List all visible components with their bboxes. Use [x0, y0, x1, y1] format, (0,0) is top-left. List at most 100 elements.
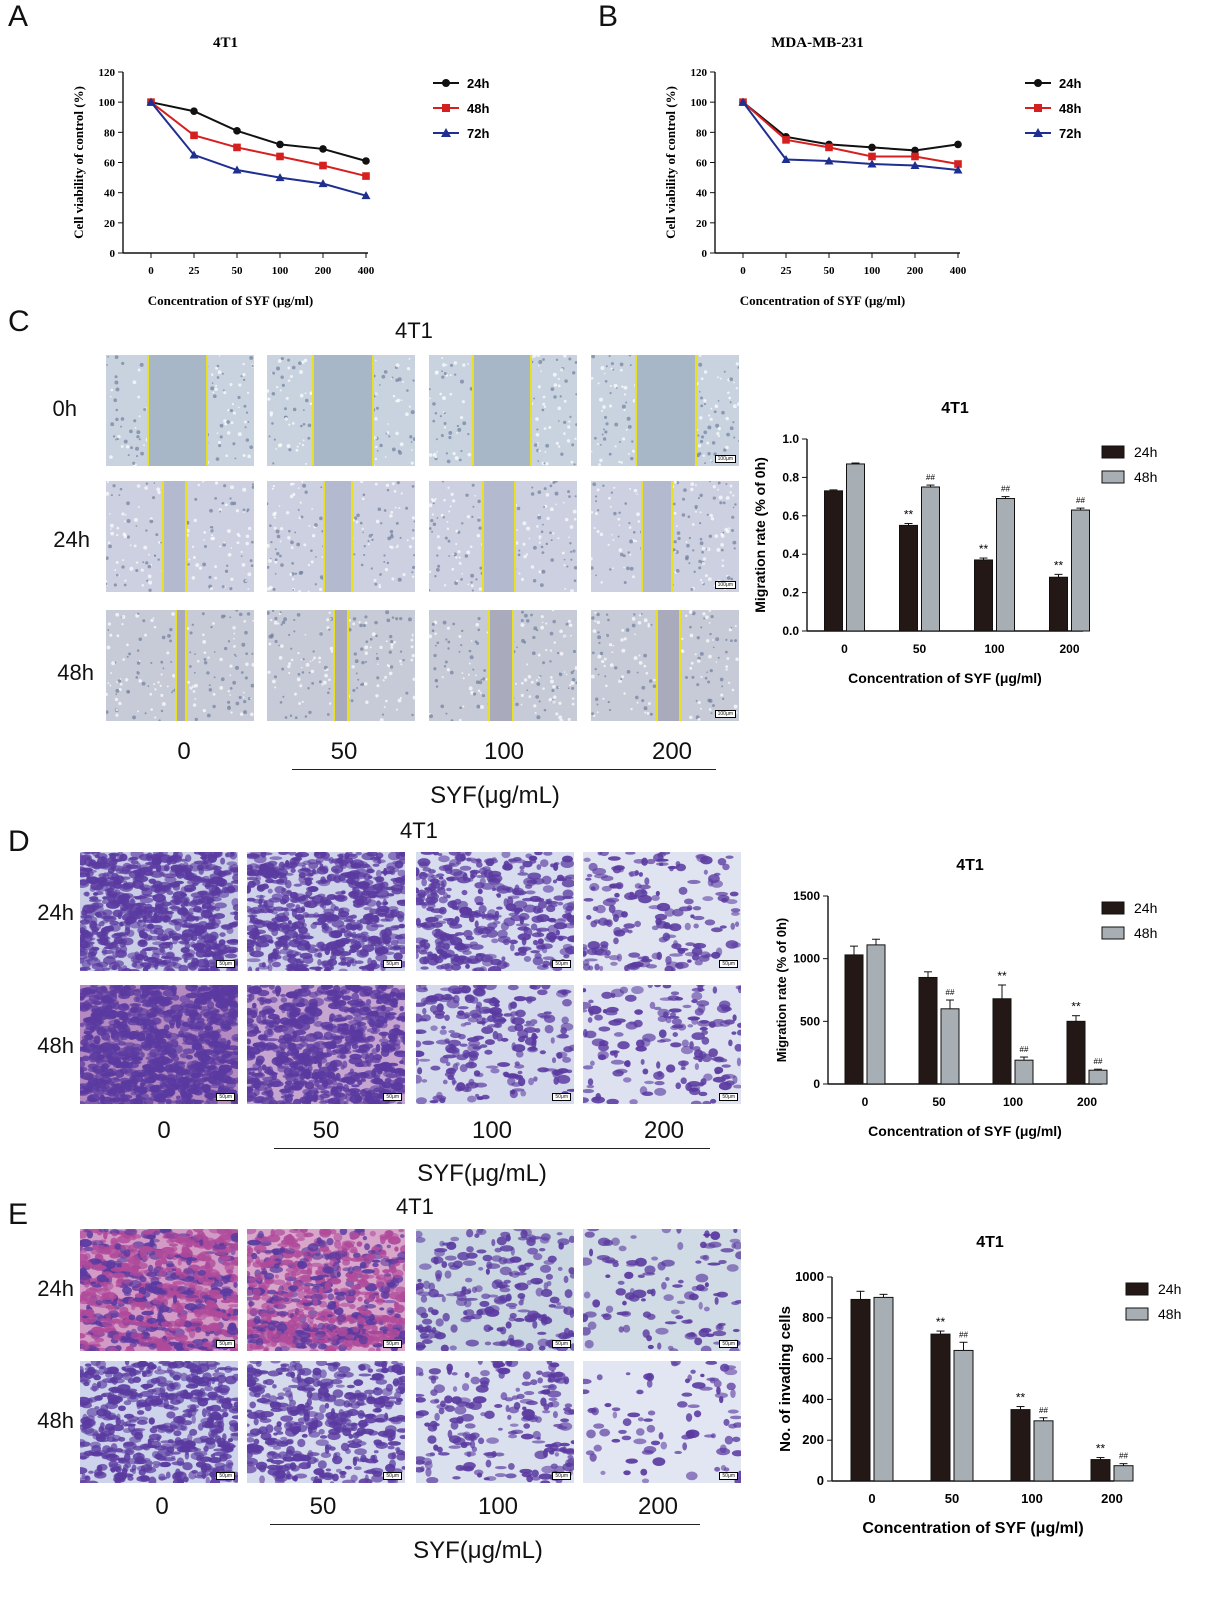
chart-e-sig-24h: **	[936, 1315, 946, 1329]
chart-a-point-72h	[146, 97, 156, 106]
chart-c-bar-24h	[1049, 576, 1068, 632]
invasion-image-48h-200: 50μm	[583, 1361, 741, 1483]
chart-a-xtick-label: 50	[232, 265, 244, 277]
scale-bar: 50μm	[719, 960, 738, 968]
chart-a-point-48h	[362, 172, 370, 180]
panel-e-conc-100: 100	[477, 1493, 519, 1520]
chart-c-ytick-label: 0.6	[782, 509, 799, 523]
chart-b-xtick-label: 200	[907, 265, 924, 277]
chart-b-point-24h	[911, 146, 919, 155]
chart-a-title: 4T1	[213, 35, 238, 51]
chart-d-ytick-label: 500	[800, 1014, 820, 1028]
panel-c-group-title: 4T1	[395, 318, 433, 343]
transwell-image-48h-100: 50μm	[416, 985, 574, 1104]
chart-b-xtick-label: 400	[950, 265, 967, 277]
chart-b-legend-label-72h: 72h	[1059, 126, 1081, 141]
scale-bar: 100μm	[714, 455, 736, 463]
chart-a-point-72h	[361, 191, 371, 200]
chart-b-xlabel: Concentration of SYF (μg/ml)	[740, 293, 905, 308]
scale-bar: 50μm	[216, 1093, 235, 1101]
chart-a-point-24h	[276, 140, 284, 149]
chart-b-ytick-label: 60	[696, 158, 708, 170]
chart-a-legend-marker-72h	[441, 128, 451, 137]
panel-d-conc-0: 0	[157, 1117, 171, 1144]
panel-d-group-title: 4T1	[400, 818, 438, 843]
chart-c-bar-48h	[846, 463, 865, 632]
panel-e-row-label-48h: 48h	[37, 1408, 74, 1433]
chart-a-point-72h	[232, 165, 242, 174]
scale-bar: 50μm	[216, 960, 235, 968]
chart-e-xtick-label: 200	[1101, 1491, 1123, 1506]
chart-c-bar-48h	[1071, 509, 1090, 632]
wound-image-24h-200: 100μm	[591, 481, 739, 592]
chart-e-ytick-label: 400	[802, 1391, 824, 1406]
chart-a-point-48h	[276, 152, 284, 161]
chart-b-ytick-label: 40	[696, 188, 708, 200]
chart-c-sig-24h: **	[1054, 558, 1064, 572]
invasion-image-24h-0: 50μm	[80, 1229, 238, 1351]
chart-a-series-line-24h	[150, 101, 367, 162]
chart-b-ylabel: Cell viability of control (%)	[663, 86, 678, 239]
chart-b-series-line-48h	[742, 101, 959, 165]
panel-label-c: C	[8, 305, 30, 338]
chart-c-xlabel: Concentration of SYF (μg/ml)	[848, 670, 1042, 686]
chart-b-viability-mda: MDA-MB-231 0 20 40 60 80 100 120 0 25 50 100 200 400 C…	[663, 35, 1081, 308]
chart-e-xtick-label: 50	[945, 1491, 959, 1506]
wound-image-0h-50	[267, 355, 415, 466]
chart-a-ytick-label: 80	[104, 127, 116, 139]
chart-b-point-72h	[953, 165, 963, 174]
chart-a-point-48h	[233, 143, 241, 152]
chart-a-ytick-label: 40	[104, 188, 116, 200]
chart-d-ytick-label: 1500	[793, 889, 820, 903]
chart-a-ytick-label: 0	[110, 248, 116, 260]
panel-c-conc-200: 200	[651, 738, 693, 765]
wound-image-24h-50	[267, 481, 415, 592]
chart-a-point-24h	[319, 145, 327, 153]
chart-c-migration-wound: 4T1 0.0 0.2 0.4 0.6 0.8 1.0 0 50 ** ## 100 ** ## 200 **…	[752, 400, 1157, 686]
chart-d-bar-48h	[866, 944, 886, 1085]
transwell-image-48h-50: 50μm	[247, 985, 405, 1104]
chart-c-bar-48h	[996, 498, 1015, 632]
chart-d-bar-24h	[918, 976, 938, 1085]
chart-d-xlabel: Concentration of SYF (μg/ml)	[868, 1123, 1062, 1139]
chart-b-legend-marker-24h	[1034, 79, 1042, 87]
chart-e-legend-swatch-24h	[1125, 1282, 1149, 1296]
invasion-image-48h-50: 50μm	[247, 1361, 405, 1483]
scale-bar: 50μm	[383, 960, 402, 968]
chart-c-xtick-label: 0	[841, 642, 848, 656]
chart-c-xtick-label: 200	[1059, 642, 1079, 656]
chart-d-xtick-label: 0	[862, 1095, 869, 1109]
chart-c-ylabel: Migration rate (% of 0h)	[752, 457, 768, 613]
chart-c-ytick-label: 1.0	[782, 432, 799, 446]
chart-a-xtick-label: 100	[272, 265, 289, 277]
chart-a-xtick-label: 0	[148, 265, 154, 277]
chart-a-xtick-label: 400	[358, 265, 375, 277]
panel-e-conc-0: 0	[155, 1493, 169, 1520]
panel-e-row-label-24h: 24h	[37, 1276, 74, 1301]
chart-d-sig-48h: ##	[946, 988, 955, 997]
chart-a-point-72h	[275, 173, 285, 182]
wound-image-0h-200: 100μm	[591, 355, 739, 466]
scale-bar: 50μm	[719, 1472, 738, 1480]
chart-b-title: MDA-MB-231	[771, 35, 863, 51]
chart-e-legend-label-48h: 48h	[1158, 1306, 1181, 1322]
chart-d-migration-transwell: 4T1 0 500 1000 1500 0 50 ## 100 ** ## 200 ** ## Concen…	[774, 857, 1157, 1139]
chart-d-sig-24h: **	[1071, 1000, 1081, 1014]
chart-b-xtick-label: 100	[864, 265, 881, 277]
chart-b-xtick-label: 0	[740, 265, 746, 277]
chart-e-xtick-label: 0	[868, 1491, 875, 1506]
chart-e-sig-24h: **	[1016, 1391, 1026, 1405]
chart-e-legend-swatch-48h	[1125, 1307, 1149, 1321]
chart-b-point-48h	[954, 160, 962, 168]
panel-label-b: B	[598, 0, 619, 33]
chart-c-xtick-label: 50	[913, 642, 927, 656]
chart-c-bar-48h	[921, 486, 940, 632]
chart-a-point-72h	[318, 179, 328, 188]
chart-e-bar-48h	[953, 1349, 974, 1482]
panel-c-divider	[292, 769, 716, 770]
chart-b-point-72h	[867, 159, 877, 168]
chart-a-legend-label-48h: 48h	[467, 101, 489, 116]
panel-e-conc-50: 50	[309, 1493, 337, 1520]
chart-e-legend-label-24h: 24h	[1158, 1281, 1181, 1297]
chart-d-xtick-label: 50	[932, 1095, 946, 1109]
